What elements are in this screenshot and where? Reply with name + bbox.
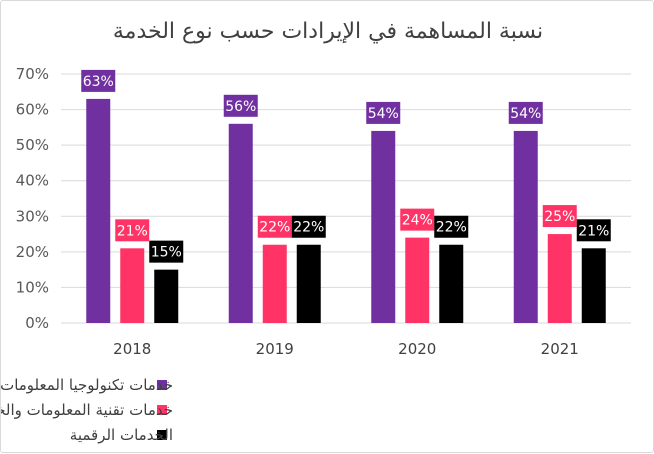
bar	[120, 248, 145, 323]
data-label: 56%	[225, 99, 256, 115]
bar	[262, 244, 287, 323]
data-label-box	[400, 208, 435, 231]
legend-label[interactable]: الخدمات الرقمية	[70, 426, 173, 444]
legend-swatch	[157, 405, 167, 415]
y-tick-label: 60%	[16, 101, 49, 119]
bar	[439, 244, 464, 323]
data-label-box	[223, 94, 258, 117]
data-label: 22%	[259, 220, 290, 236]
bars	[86, 98, 606, 324]
data-label-box	[149, 240, 184, 263]
data-label: 24%	[402, 213, 433, 229]
legend-swatch	[157, 380, 167, 390]
chart-title: نسبة المساهمة في الإيرادات حسب نوع الخدم…	[113, 19, 543, 44]
data-label: 63%	[83, 74, 114, 90]
bar	[405, 237, 430, 323]
y-tick-label: 10%	[16, 278, 49, 296]
bar	[371, 130, 396, 323]
data-label: 22%	[293, 220, 324, 236]
bar	[86, 98, 111, 324]
data-label-box	[434, 215, 469, 238]
data-label-box	[81, 69, 116, 92]
data-label-box	[542, 205, 577, 228]
y-tick-label: 40%	[16, 172, 49, 190]
bar	[547, 234, 572, 323]
y-tick-label: 0%	[25, 314, 49, 332]
data-label-box	[257, 215, 292, 238]
x-category-label: 2021	[541, 340, 579, 358]
bar	[228, 123, 253, 323]
y-tick-label: 70%	[16, 65, 49, 83]
data-label: 21%	[578, 223, 609, 239]
x-category-label: 2018	[113, 340, 151, 358]
data-label: 25%	[544, 209, 575, 225]
data-label: 15%	[151, 245, 182, 261]
y-tick-label: 20%	[16, 243, 49, 261]
legend-label[interactable]: خدمات تقنية المعلومات والخدمات التشغيلية…	[1, 401, 173, 419]
x-category-label: 2019	[256, 340, 294, 358]
x-axis-categories: 2018 2019 2020 2021	[113, 340, 579, 358]
bar	[296, 244, 321, 323]
data-label-box	[291, 215, 326, 238]
data-label: 22%	[436, 220, 467, 236]
gridlines	[61, 73, 631, 324]
bar	[154, 269, 179, 323]
data-label: 54%	[510, 106, 541, 122]
data-label-box	[115, 219, 150, 242]
data-label-box	[366, 101, 401, 124]
data-label-box	[508, 101, 543, 124]
data-label-box	[576, 219, 611, 242]
legend[interactable]: خدمات تكنولوجيا المعلومات والاتصالات الأ…	[1, 375, 173, 444]
legend-swatch	[157, 430, 167, 440]
y-tick-label: 50%	[16, 136, 49, 154]
y-tick-label: 30%	[16, 207, 49, 225]
data-labels: 63%21%15%56%22% 22%54%24% 22%54%25%21%	[81, 69, 611, 263]
y-axis-ticks: 0% 10% 20% 30% 40% 50% 60% 70%	[16, 65, 49, 332]
legend-label[interactable]: خدمات تكنولوجيا المعلومات والاتصالات الأ…	[1, 375, 173, 394]
bar	[581, 248, 606, 323]
data-label: 54%	[368, 106, 399, 122]
bar	[513, 130, 538, 323]
x-category-label: 2020	[398, 340, 436, 358]
data-label: 21%	[117, 223, 148, 239]
